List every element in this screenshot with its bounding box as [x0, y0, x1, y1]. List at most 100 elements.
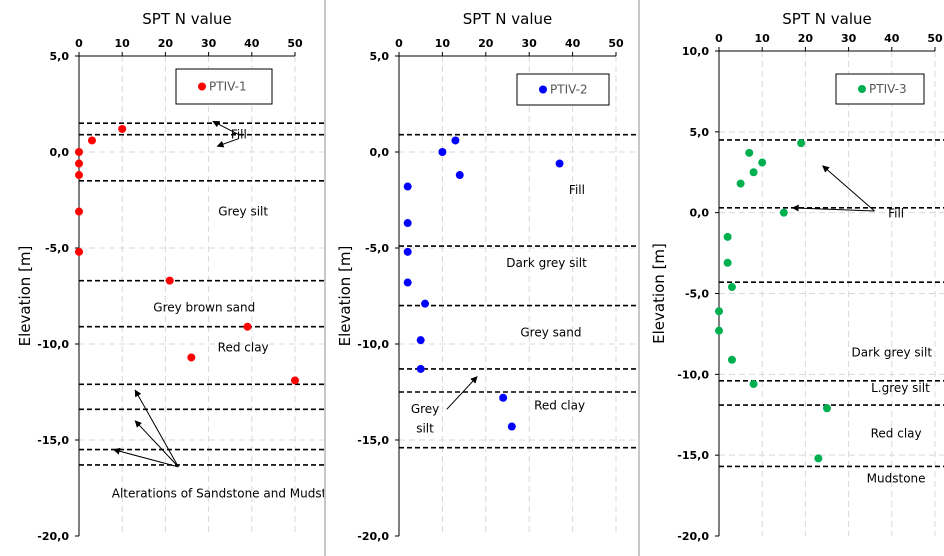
- annotation-arrow: [216, 138, 240, 148]
- y-tick-label: -20,0: [357, 530, 389, 543]
- y-tick-label: -20,0: [37, 530, 69, 543]
- data-point: [165, 276, 174, 285]
- data-point: [779, 208, 788, 217]
- annotation-arrow: [134, 420, 179, 468]
- data-point: [416, 336, 425, 345]
- data-point: [758, 158, 767, 167]
- y-tick-label: -15,0: [37, 434, 69, 447]
- data-point: [797, 139, 806, 148]
- data-point: [75, 159, 83, 168]
- y-axis-title: Elevation [m]: [650, 243, 668, 344]
- x-tick-label: 0: [715, 32, 723, 45]
- x-tick-label: 10: [755, 32, 771, 45]
- y-tick-label: 5,0: [690, 126, 710, 139]
- legend-marker: [198, 82, 206, 91]
- chart-svg-2: 0 10 20 30 40 50 5,0 0,0 -5,0 -10,0 -15,0 -20,0 SPT …: [336, 10, 638, 543]
- data-point: [727, 283, 736, 292]
- data-point: [75, 171, 83, 180]
- x-tick-label: 20: [158, 37, 174, 50]
- data-point: [455, 171, 464, 180]
- x-tick-label: 0: [75, 37, 83, 50]
- x-tick-label: 10: [115, 37, 131, 50]
- x-tick-label: 40: [244, 37, 260, 50]
- layer-label: Red clay: [534, 398, 585, 412]
- x-tick-label: 30: [201, 37, 217, 50]
- y-tick-label: -5,0: [365, 242, 389, 255]
- y-tick-label: -20,0: [677, 530, 709, 543]
- layer-label: Fill: [569, 183, 585, 197]
- legend-marker: [539, 85, 547, 94]
- data-point: [749, 168, 758, 177]
- layer-label: Grey: [411, 402, 439, 416]
- data-point: [727, 355, 736, 364]
- data-point: [814, 454, 823, 463]
- chart-panel-2: 0 10 20 30 40 50 5,0 0,0 -5,0 -10,0 -15,0 -20,0 SPT …: [326, 0, 638, 556]
- data-point: [421, 299, 430, 308]
- annotation-arrow: [791, 204, 875, 212]
- data-point: [507, 422, 516, 431]
- x-tick-label: 30: [522, 37, 538, 50]
- y-tick-label: -5,0: [685, 288, 709, 301]
- data-point: [75, 247, 83, 256]
- chart-svg-3: 0 10 20 30 40 50 10,0 5,0 0,0 -5,0 -10,0 -15,0 -20,0…: [650, 10, 944, 543]
- x-tick-label: 50: [608, 37, 624, 50]
- x-tick-label: 20: [798, 32, 814, 45]
- data-point: [403, 219, 412, 228]
- data-point: [403, 182, 412, 191]
- data-point: [75, 207, 83, 216]
- chart-panel-3: 0 10 20 30 40 50 10,0 5,0 0,0 -5,0 -10,0 -15,0 -20,0…: [640, 0, 944, 556]
- data-point: [87, 136, 96, 145]
- data-point: [403, 247, 412, 256]
- data-point: [749, 380, 758, 389]
- data-point: [499, 393, 508, 402]
- y-tick-label: -10,0: [37, 338, 69, 351]
- chart-panel-1: 0 10 20 30 40 50 5,0 0,0 -5,0 -10,0 -15,0 -20,0 SPT …: [0, 0, 324, 556]
- y-tick-label: -10,0: [357, 338, 389, 351]
- layer-label: silt: [416, 421, 434, 435]
- y-tick-label: -15,0: [677, 449, 709, 462]
- data-point: [75, 148, 83, 156]
- data-point: [416, 364, 425, 373]
- data-point: [723, 232, 732, 241]
- data-point: [451, 136, 460, 145]
- x-tick-label: 50: [287, 37, 303, 50]
- x-tick-label: 40: [565, 37, 581, 50]
- layer-label: Dark grey silt: [852, 346, 933, 360]
- data-point: [715, 307, 723, 316]
- data-point: [723, 258, 732, 267]
- y-axis-title: Elevation [m]: [16, 246, 34, 347]
- layer-label: Red clay: [218, 341, 269, 355]
- annotation-arrow: [446, 376, 478, 410]
- data-point: [555, 159, 564, 168]
- legend-box: [516, 73, 610, 106]
- layer-label: Grey silt: [218, 204, 268, 218]
- data-point: [118, 124, 127, 133]
- x-axis-title: SPT N value: [782, 10, 871, 28]
- y-tick-label: 0,0: [370, 146, 390, 159]
- x-axis-title: SPT N value: [142, 10, 231, 28]
- legend-box: [835, 73, 925, 105]
- layer-label: Grey sand: [520, 325, 581, 339]
- data-point: [438, 148, 447, 156]
- layer-label: L.grey silt: [871, 381, 930, 395]
- layer-label: Grey brown sand: [153, 300, 255, 314]
- y-tick-label: 10,0: [682, 45, 709, 58]
- x-tick-label: 0: [395, 37, 403, 50]
- x-tick-label: 30: [841, 32, 857, 45]
- y-tick-label: 5,0: [370, 50, 390, 63]
- legend-label: PTIV-3: [869, 82, 907, 96]
- layer-label: Fill: [888, 207, 904, 221]
- legend-marker: [858, 85, 866, 93]
- legend-label: PTIV-2: [550, 83, 588, 97]
- legend-box: [175, 68, 273, 105]
- chart-svg-1: 0 10 20 30 40 50 5,0 0,0 -5,0 -10,0 -15,0 -20,0 SPT …: [16, 10, 324, 543]
- x-tick-label: 10: [435, 37, 451, 50]
- layer-label: Mudstone: [867, 472, 926, 486]
- y-tick-label: 5,0: [50, 50, 70, 63]
- annotation-arrow: [134, 389, 179, 468]
- data-point: [291, 376, 299, 385]
- annotation-arrow: [212, 120, 240, 136]
- y-tick-label: 0,0: [50, 146, 70, 159]
- data-point: [403, 278, 412, 287]
- data-point: [715, 326, 723, 335]
